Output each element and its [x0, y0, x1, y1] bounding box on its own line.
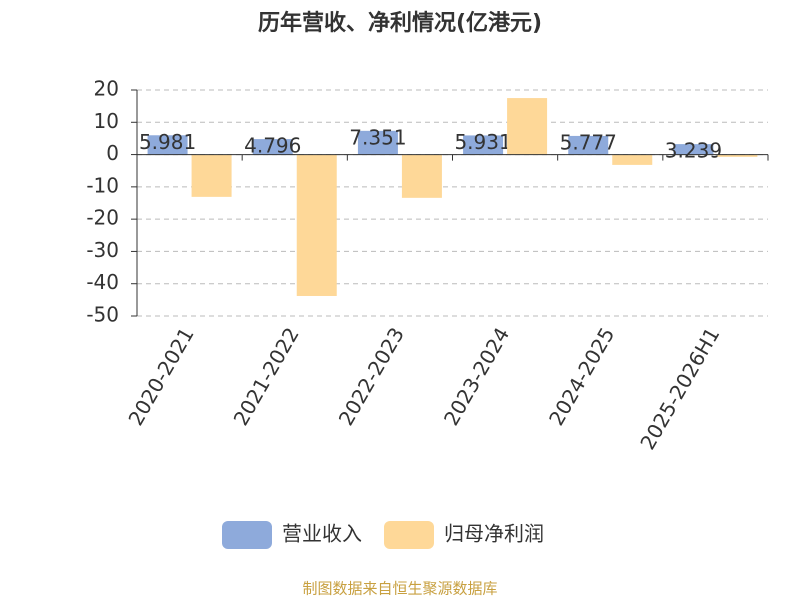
- y-tick-label: -10: [86, 173, 119, 197]
- y-tick-label: -20: [86, 206, 119, 230]
- bar: [147, 135, 188, 155]
- legend-label: 营业收入: [282, 522, 362, 546]
- y-tick-label: -50: [86, 303, 119, 327]
- y-tick-label: -30: [86, 238, 119, 262]
- y-tick-label: 20: [94, 77, 119, 101]
- value-label: 3.239: [665, 139, 722, 163]
- value-label: 5.981: [139, 130, 196, 154]
- legend-swatch: [384, 521, 434, 549]
- x-tick-label: 2025-2026H1: [635, 323, 724, 453]
- x-tick-label: 2022-2023: [334, 323, 409, 429]
- value-label: 5.931: [454, 130, 511, 154]
- source-note: 制图数据来自恒生聚源数据库: [302, 580, 497, 598]
- bar: [191, 154, 232, 197]
- bar: [401, 154, 442, 198]
- x-tick-label: 2024-2025: [544, 323, 619, 429]
- bar: [507, 98, 548, 155]
- bar: [463, 135, 504, 155]
- bar: [252, 139, 293, 155]
- value-label: 5.777: [560, 130, 617, 154]
- legend-label: 归母净利润: [444, 522, 544, 546]
- y-tick-label: 10: [94, 109, 119, 133]
- value-label: 7.351: [349, 125, 406, 149]
- y-tick-label: 0: [106, 141, 119, 165]
- chart-title: 历年营收、净利情况(亿港元): [258, 10, 542, 36]
- x-tick-label: 2021-2022: [229, 323, 304, 429]
- bar: [357, 130, 398, 155]
- bar: [296, 154, 337, 296]
- y-tick-label: -40: [86, 270, 119, 294]
- x-tick-label: 2020-2021: [123, 323, 198, 429]
- value-label: 4.796: [244, 134, 301, 158]
- bar: [717, 154, 758, 157]
- x-tick-label: 2023-2024: [439, 323, 514, 429]
- legend-swatch: [222, 521, 272, 549]
- bar: [612, 154, 653, 165]
- bar: [568, 135, 609, 155]
- bar: [673, 144, 714, 155]
